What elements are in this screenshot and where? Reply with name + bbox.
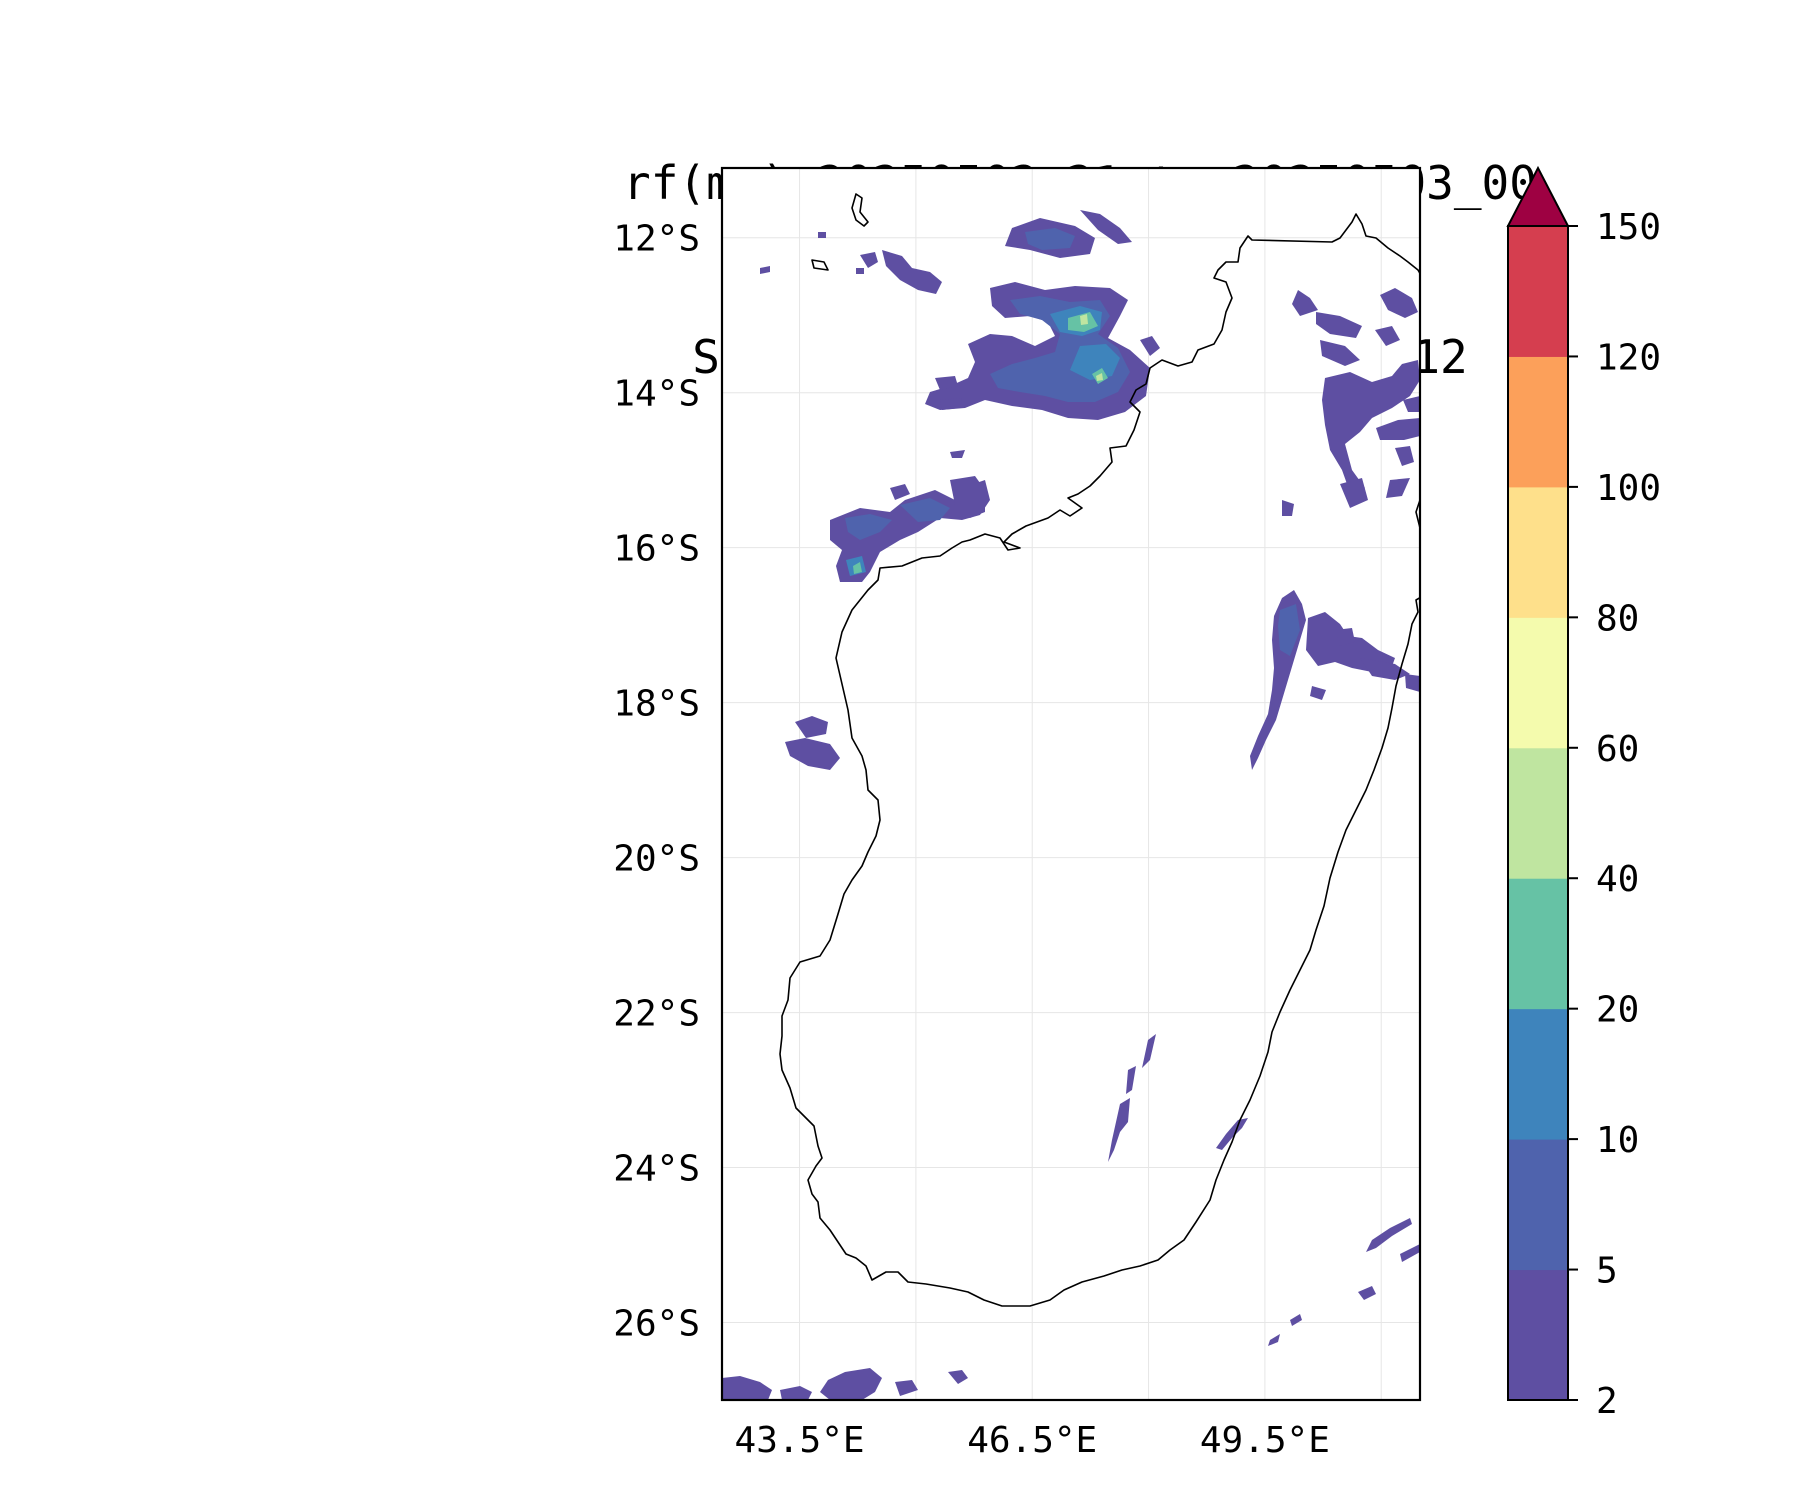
- colorbar-swatch: [1508, 617, 1568, 749]
- colorbar-tick-label: 150: [1596, 207, 1661, 248]
- colorbar-tick-label: 2: [1596, 1381, 1618, 1422]
- lat-tick-label: 20°S: [613, 839, 700, 880]
- rainfall-field: [722, 210, 1420, 1400]
- colorbar-swatch: [1508, 356, 1568, 488]
- small-island-1: [811, 259, 829, 271]
- colorbar: 2 5 10 20 40 60 80 100 120 150: [1506, 165, 1661, 1422]
- colorbar-swatch: [1508, 1008, 1568, 1140]
- colorbar-tick-label: 5: [1596, 1251, 1618, 1292]
- colorbar-swatch: [1508, 878, 1568, 1010]
- lon-tick-label: 46.5°E: [967, 1420, 1097, 1461]
- lat-tick-label: 18°S: [613, 684, 700, 725]
- colorbar-tick-label: 60: [1596, 729, 1639, 770]
- madagascar-coastline: [779, 213, 1420, 1307]
- colorbar-extend-arrow: [1506, 165, 1570, 227]
- coastlines: [779, 193, 1420, 1307]
- colorbar-tick-label: 100: [1596, 468, 1661, 509]
- lat-tick-label: 24°S: [613, 1149, 700, 1190]
- colorbar-swatch: [1508, 747, 1568, 879]
- colorbar-swatch: [1508, 1269, 1568, 1401]
- latitude-labels: 12°S 14°S 16°S 18°S 20°S 22°S 24°S 26°S: [613, 219, 700, 1345]
- colorbar-swatch: [1508, 226, 1568, 357]
- colorbar-tick-label: 80: [1596, 598, 1639, 639]
- lat-tick-label: 14°S: [613, 374, 700, 415]
- colorbar-tick-label: 40: [1596, 859, 1639, 900]
- colorbar-swatch: [1508, 486, 1568, 618]
- rainfall-40-60mm: [1080, 314, 1103, 381]
- longitude-labels: 43.5°E 46.5°E 49.5°E: [735, 1420, 1330, 1461]
- colorbar-tick-label: 120: [1596, 337, 1661, 378]
- colorbar-swatch: [1508, 1139, 1568, 1271]
- lon-tick-label: 49.5°E: [1200, 1420, 1330, 1461]
- lat-tick-label: 26°S: [613, 1304, 700, 1345]
- colorbar-tick-label: 10: [1596, 1120, 1639, 1161]
- lon-tick-label: 43.5°E: [735, 1420, 865, 1461]
- colorbar-tick-label: 20: [1596, 990, 1639, 1031]
- colorbar-frame: [1507, 225, 1569, 1401]
- lat-tick-label: 22°S: [613, 994, 700, 1035]
- lat-tick-label: 12°S: [613, 219, 700, 260]
- lat-tick-label: 16°S: [613, 529, 700, 570]
- mayotte-island: [851, 193, 869, 227]
- map-frame: [720, 166, 1422, 1402]
